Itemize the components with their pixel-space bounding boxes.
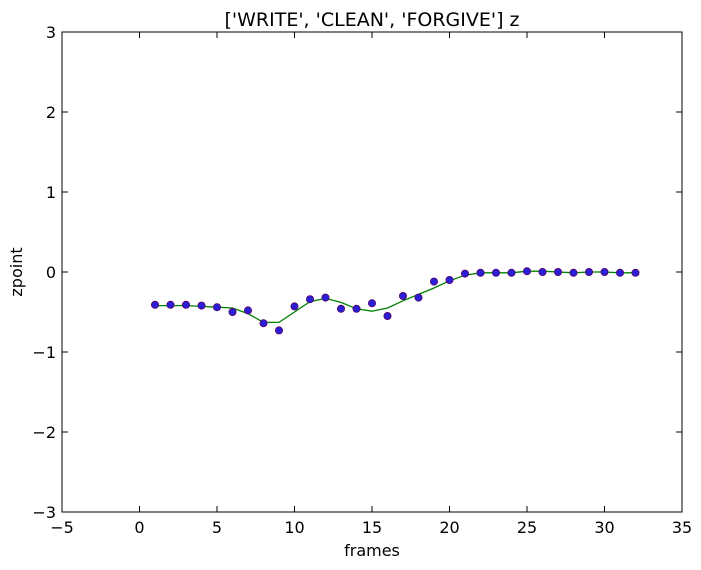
data-point bbox=[181, 300, 190, 309]
data-point bbox=[383, 311, 392, 320]
x-tick-label: 10 bbox=[284, 518, 304, 537]
data-point bbox=[445, 275, 454, 284]
data-point bbox=[491, 268, 500, 277]
x-tick-label: −5 bbox=[50, 518, 74, 537]
point-layer bbox=[150, 267, 640, 335]
data-point bbox=[150, 300, 159, 309]
x-tick-label: 25 bbox=[517, 518, 537, 537]
data-point bbox=[398, 291, 407, 300]
y-axis: −3 −2 −1 0 1 2 3 bbox=[32, 23, 682, 522]
data-point bbox=[336, 304, 345, 313]
data-point bbox=[554, 267, 563, 276]
y-tick-label: −1 bbox=[32, 343, 56, 362]
data-point bbox=[212, 303, 221, 312]
data-point bbox=[367, 299, 376, 308]
data-point bbox=[429, 277, 438, 286]
data-point bbox=[414, 293, 423, 302]
chart-title: ['WRITE', 'CLEAN', 'FORGIVE'] z bbox=[224, 9, 519, 31]
y-tick-label: −2 bbox=[32, 423, 56, 442]
y-tick-label: 3 bbox=[46, 23, 56, 42]
data-point bbox=[166, 300, 175, 309]
data-point bbox=[476, 268, 485, 277]
data-point bbox=[631, 268, 640, 277]
data-point bbox=[600, 267, 609, 276]
x-axis-label: frames bbox=[344, 541, 400, 560]
x-tick-label: 5 bbox=[212, 518, 222, 537]
data-point bbox=[274, 326, 283, 335]
x-axis: −5 0 5 10 15 20 25 30 35 bbox=[50, 32, 692, 537]
y-tick-label: 2 bbox=[46, 103, 56, 122]
y-tick-label: 1 bbox=[46, 183, 56, 202]
data-point bbox=[259, 319, 268, 328]
x-tick-label: 0 bbox=[134, 518, 144, 537]
data-point bbox=[538, 267, 547, 276]
x-tick-label: 15 bbox=[362, 518, 382, 537]
y-axis-label: zpoint bbox=[7, 247, 26, 296]
data-point bbox=[569, 268, 578, 277]
data-point bbox=[243, 306, 252, 315]
data-point bbox=[228, 307, 237, 316]
y-tick-label: −3 bbox=[32, 503, 56, 522]
data-point bbox=[507, 268, 516, 277]
x-tick-label: 30 bbox=[594, 518, 614, 537]
data-point bbox=[523, 267, 532, 276]
x-tick-label: 35 bbox=[672, 518, 692, 537]
data-point bbox=[321, 293, 330, 302]
data-point bbox=[352, 304, 361, 313]
data-point bbox=[460, 269, 469, 278]
data-point bbox=[616, 268, 625, 277]
x-tick-label: 20 bbox=[439, 518, 459, 537]
data-point bbox=[290, 302, 299, 311]
data-point bbox=[305, 295, 314, 304]
y-tick-label: 0 bbox=[46, 263, 56, 282]
data-point bbox=[197, 301, 206, 310]
data-point bbox=[585, 267, 594, 276]
